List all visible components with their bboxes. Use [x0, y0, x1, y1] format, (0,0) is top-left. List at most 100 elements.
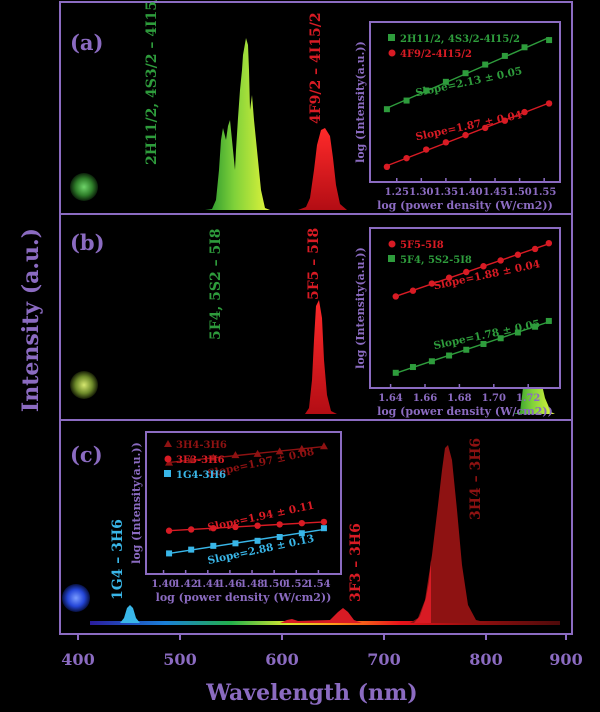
inset-data-point — [428, 280, 436, 287]
figure-y-axis-label: Intensity (a.u.) — [18, 228, 44, 412]
inset-fit-line — [169, 521, 324, 532]
panel-b-red-band — [305, 300, 337, 414]
inset-data-point — [210, 542, 217, 549]
figure-x-tick-label: 600 — [265, 650, 298, 669]
inset-data-point — [514, 251, 522, 258]
figure-x-ticks: 400 500 600 700 800 900 — [61, 634, 583, 669]
inset-data-point — [187, 526, 195, 533]
inset-data-point — [546, 37, 553, 44]
inset-data-point — [210, 525, 217, 532]
inset-data-point — [383, 163, 391, 170]
inset-data-point — [188, 546, 195, 553]
figure-x-tick-label: 400 — [61, 650, 94, 669]
inset-legend-marker — [164, 455, 172, 463]
inset-data-point — [166, 550, 173, 557]
inset-y-axis-label: log (Intensity(a.u.)) — [130, 442, 143, 564]
inset-x-tick-label: 1.40 — [458, 187, 482, 198]
inset-data-point — [392, 369, 399, 376]
inset-fit-line — [168, 445, 325, 464]
inset-legend-marker — [388, 49, 396, 57]
inset-legend-label: 5F5-5I8 — [400, 240, 444, 251]
inset-x-tick-label: 1.42 — [173, 579, 197, 590]
panel-c-nir-peak-label: 3H4 – 3H6 — [468, 438, 484, 520]
inset-data-point — [409, 287, 417, 294]
inset-legend-marker — [388, 240, 396, 248]
panel-b-red-peak-label: 5F5 – 5I8 — [306, 228, 322, 300]
inset-data-point — [545, 317, 552, 324]
inset-data-point — [462, 131, 469, 139]
inset-legend-label: 3F3-3H6 — [176, 455, 225, 466]
inset-x-tick-label: 1.25 — [385, 187, 409, 198]
inset-data-point — [463, 346, 470, 353]
inset-data-point — [545, 100, 553, 107]
panel-c-blue-peak-label: 1G4 – 3H6 — [110, 519, 126, 600]
panel-a-label: (a) — [70, 30, 103, 55]
inset-x-tick-label: 1.70 — [482, 393, 506, 404]
inset-data-point — [514, 329, 521, 336]
panel-a-red-peak-label: 4F9/2 – 4I15/2 — [308, 12, 324, 124]
panel-c-blue-band — [120, 605, 140, 623]
inset-x-tick-label: 1.66 — [413, 393, 437, 404]
inset-legend-marker — [164, 440, 172, 447]
figure-x-axis-label: Wavelength (nm) — [205, 680, 417, 706]
inset-data-point — [403, 154, 410, 162]
inset-data-point — [320, 525, 327, 532]
inset-x-tick-label: 1.50 — [507, 187, 531, 198]
inset-data-point — [423, 146, 430, 153]
inset-data-point — [531, 245, 539, 253]
panel-a-red-band — [298, 128, 347, 210]
inset-x-axis-label: log (power density (W/cm2)) — [156, 591, 332, 604]
panel-c-red-peak-label: 3F3 – 3H6 — [348, 523, 364, 602]
panel-a-green-band — [205, 38, 270, 210]
inset-data-point — [276, 534, 283, 541]
inset-data-point — [254, 537, 261, 544]
panel-c-nir-shoulder — [414, 560, 431, 623]
inset-x-tick-label: 1.46 — [218, 579, 242, 590]
inset-data-point — [482, 124, 489, 132]
inset-data-point — [497, 257, 504, 264]
inset-data-point — [532, 323, 539, 330]
inset-data-point — [298, 530, 305, 537]
inset-data-point — [383, 106, 390, 113]
inset-data-point — [403, 97, 410, 104]
inset-legend-label: 1G4-3H6 — [176, 470, 226, 481]
inset-data-point — [275, 447, 284, 455]
inset-data-point — [319, 442, 328, 450]
inset-data-point — [442, 78, 449, 85]
inset-data-point — [276, 521, 283, 528]
panel-c: (c) 1G4 – 3H6 3F3 – 3H6 3H4 – 3H6 — [62, 438, 560, 625]
inset-y-axis-label: log (Intensity(a.u.)) — [354, 247, 367, 369]
inset-data-point — [209, 453, 218, 461]
panel-b-emission-photo — [70, 371, 98, 399]
inset-data-point — [320, 518, 328, 526]
inset-y-axis-label: log (Intensity(a.u.)) — [354, 41, 367, 163]
panel-b-green-peak-label: 5F4, 5S2 – 5I8 — [208, 228, 224, 340]
panel-b: (b) 5F4, 5S2 – 5I8 5F5 – 5I8 — [70, 228, 555, 414]
inset-legend-label: 3H4-3H6 — [176, 440, 227, 451]
inset-x-tick-label: 1.44 — [196, 579, 220, 590]
inset-x-tick-label: 1.45 — [483, 187, 507, 198]
panel-a: (a) 2H11/2, 4S3/2 – 4I15/2 4F9/2 – 4I15/… — [70, 0, 347, 210]
inset-legend-label: 4F9/2-4I15/2 — [400, 49, 472, 60]
inset-fit-line — [395, 321, 550, 374]
inset-x-tick-label: 1.54 — [306, 579, 330, 590]
panel-a-emission-photo — [70, 173, 98, 201]
inset-data-point — [463, 268, 470, 276]
inset-x-tick-label: 1.52 — [284, 579, 308, 590]
inset-legend-marker — [388, 255, 395, 262]
figure-x-tick-label: 700 — [367, 650, 400, 669]
panel-b-label: (b) — [70, 230, 105, 255]
figure-x-tick-label: 500 — [163, 650, 196, 669]
inset-data-point — [231, 451, 240, 459]
inset-data-point — [462, 70, 469, 77]
inset-frame — [145, 431, 342, 575]
figure-x-tick-label: 900 — [549, 650, 582, 669]
inset-x-axis-label: log (power density (W/cm2)) — [377, 405, 553, 418]
inset-data-point — [409, 364, 416, 371]
inset-x-tick-label: 1.50 — [262, 579, 286, 590]
panel-c-red-band — [280, 608, 362, 623]
inset-data-point — [165, 527, 173, 534]
